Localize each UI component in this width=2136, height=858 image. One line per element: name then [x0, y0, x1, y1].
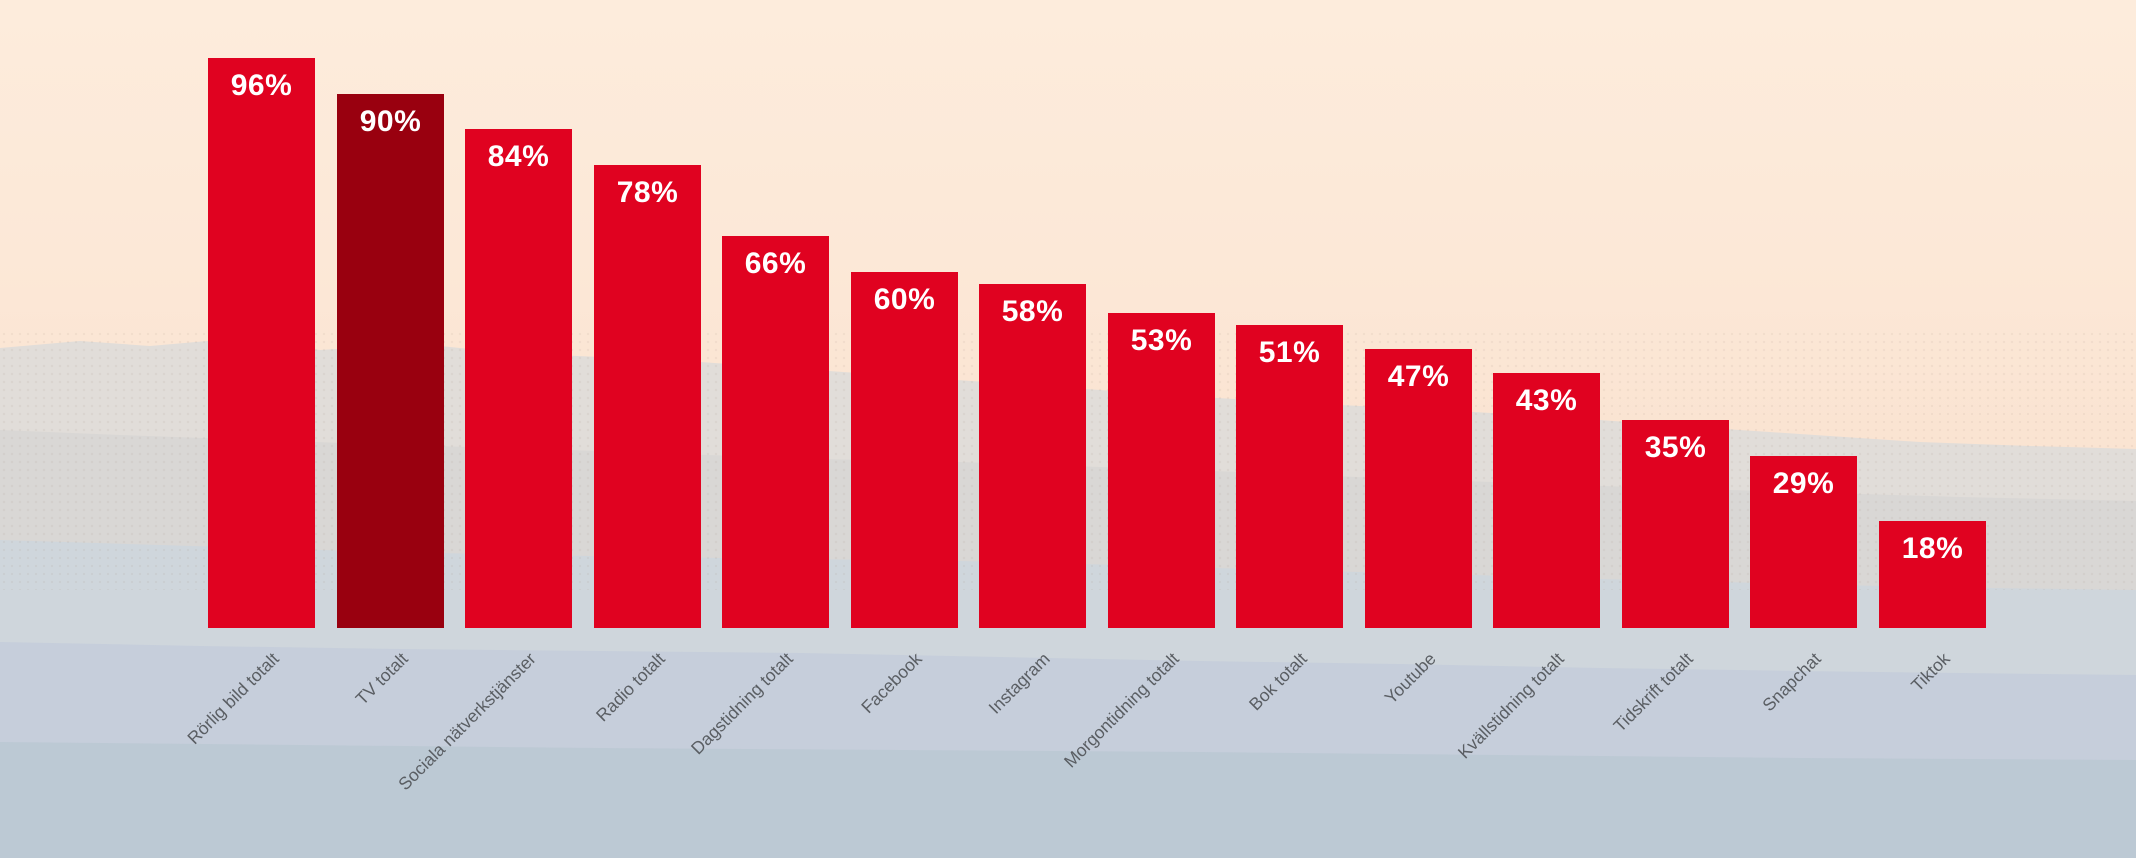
category-label: TV totalt [351, 648, 412, 709]
category-label: Morgontidning totalt [1059, 648, 1183, 772]
bar-value-label: 47% [1387, 360, 1450, 393]
category-label: Facebook [856, 648, 926, 718]
bar-youtube: 47% [1365, 349, 1472, 628]
category-label: Radio totalt [591, 648, 669, 726]
category-label: Tiktok [1906, 648, 1954, 696]
bar-sociala-n-tverkstj-nster: 84% [465, 129, 572, 628]
bar-tv-totalt: 90% [337, 94, 444, 628]
bar-value-label: 35% [1644, 431, 1707, 464]
bar-instagram: 58% [979, 284, 1086, 628]
bar-radio-totalt: 78% [594, 165, 701, 628]
bar-value-label: 58% [1001, 295, 1064, 328]
bar-morgontidning-totalt: 53% [1108, 313, 1215, 628]
bar-bok-totalt: 51% [1236, 325, 1343, 628]
bar-value-label: 90% [359, 105, 422, 138]
bar-value-label: 66% [744, 247, 807, 280]
bar-snapchat: 29% [1750, 456, 1857, 628]
bar-facebook: 60% [851, 272, 958, 628]
bar-dagstidning-totalt: 66% [722, 236, 829, 628]
bar-tidskrift-totalt: 35% [1622, 420, 1729, 628]
bar-r-rlig-bild-totalt: 96% [208, 58, 315, 628]
bar-value-label: 29% [1772, 467, 1835, 500]
bar-value-label: 43% [1515, 384, 1578, 417]
category-label: Youtube [1380, 648, 1440, 708]
category-label: Tidskrift totalt [1608, 648, 1697, 736]
bar-value-label: 18% [1901, 532, 1964, 565]
bar-kv-llstidning-totalt: 43% [1493, 373, 1600, 628]
bar-value-label: 78% [616, 176, 679, 209]
bar-value-label: 96% [230, 69, 293, 102]
bar-tiktok: 18% [1879, 521, 1986, 628]
bar-value-label: 51% [1258, 336, 1321, 369]
bar-value-label: 60% [873, 283, 936, 316]
bar-value-label: 84% [487, 140, 550, 173]
bar-value-label: 53% [1130, 324, 1193, 357]
ridge-foot [0, 742, 2136, 858]
